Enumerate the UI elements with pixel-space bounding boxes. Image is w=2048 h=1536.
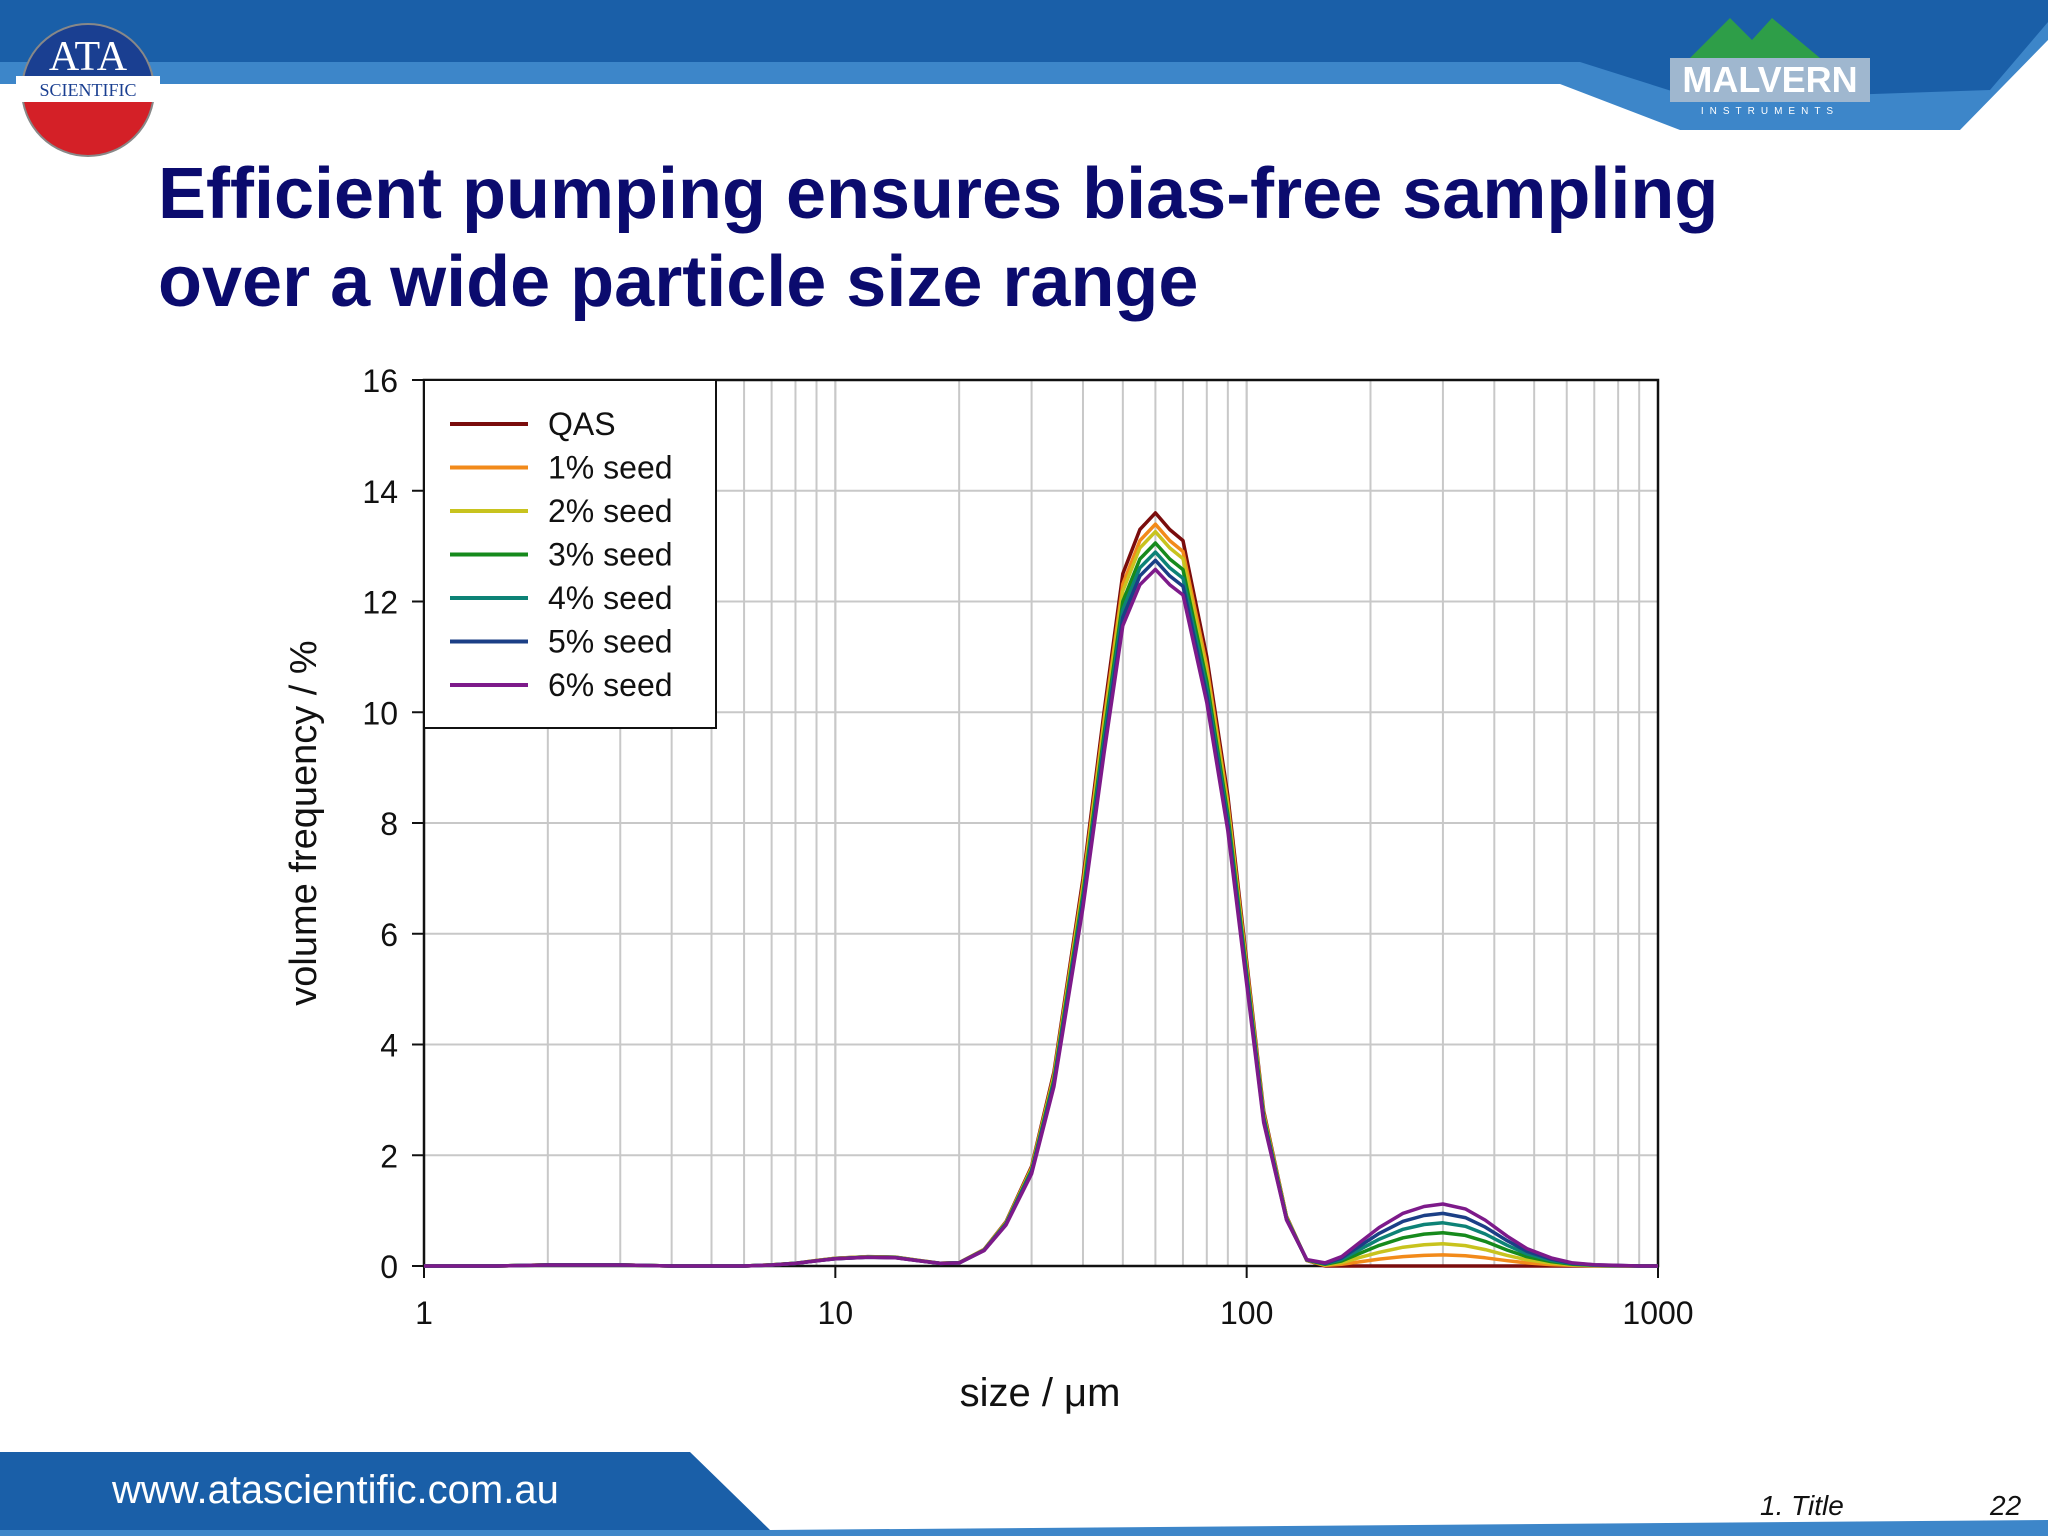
legend-label: 2% seed: [548, 493, 673, 529]
y-tick-label: 12: [362, 585, 398, 621]
legend-label: 3% seed: [548, 537, 673, 573]
legend-label: 1% seed: [548, 450, 673, 486]
footer-website[interactable]: www.atascientific.com.au: [112, 1468, 559, 1512]
header-banner: [0, 0, 2048, 130]
y-tick-label: 4: [380, 1028, 398, 1064]
y-tick-label: 8: [380, 806, 398, 842]
slide-title: Efficient pumping ensures bias-free samp…: [158, 150, 1958, 326]
x-tick-label: 1: [415, 1295, 433, 1331]
y-tick-label: 6: [380, 917, 398, 953]
ata-scientific-logo: ATA SCIENTIFIC: [16, 23, 160, 157]
y-tick-label: 10: [362, 695, 398, 731]
malvern-logo-sub: INSTRUMENTS: [1701, 106, 1839, 117]
ata-logo-line1: ATA: [49, 34, 128, 80]
x-tick-label: 100: [1220, 1295, 1273, 1331]
series-lines: [424, 511, 1658, 1268]
slide-title-line-2: over a wide particle size range: [158, 242, 1199, 322]
series-line-6-seed: [424, 567, 1658, 1268]
legend-label: QAS: [548, 406, 616, 442]
y-tick-label: 2: [380, 1138, 398, 1174]
legend-label: 6% seed: [548, 667, 673, 703]
footer-section-label: 1. Title: [1760, 1490, 1844, 1521]
footer-banner: [0, 1452, 2048, 1536]
x-tick-label: 1000: [1622, 1295, 1693, 1331]
malvern-logo-text: MALVERN: [1682, 59, 1857, 100]
slide-title-line-1: Efficient pumping ensures bias-free samp…: [158, 154, 1719, 234]
legend-label: 5% seed: [548, 624, 673, 660]
legend-label: 4% seed: [548, 580, 673, 616]
y-tick-label: 16: [362, 363, 398, 399]
x-axis-label: size / μm: [960, 1371, 1121, 1415]
y-tick-label: 14: [362, 474, 398, 510]
ata-logo-line2: SCIENTIFIC: [39, 80, 136, 100]
page-number: 22: [1990, 1490, 2022, 1521]
malvern-logo: MALVERN INSTRUMENTS: [1670, 18, 1870, 117]
y-axis-label: volume frequency / %: [283, 640, 325, 1005]
y-tick-label: 0: [380, 1249, 398, 1285]
x-tick-label: 10: [818, 1295, 854, 1331]
chart-legend: QAS 1% seed 2% seed 3% seed 4% seed 5% seed 6%…: [423, 379, 717, 729]
chart-axes: 0 2 4 6 8 10 12 14 16 1 10 100 1000: [362, 363, 1693, 1331]
